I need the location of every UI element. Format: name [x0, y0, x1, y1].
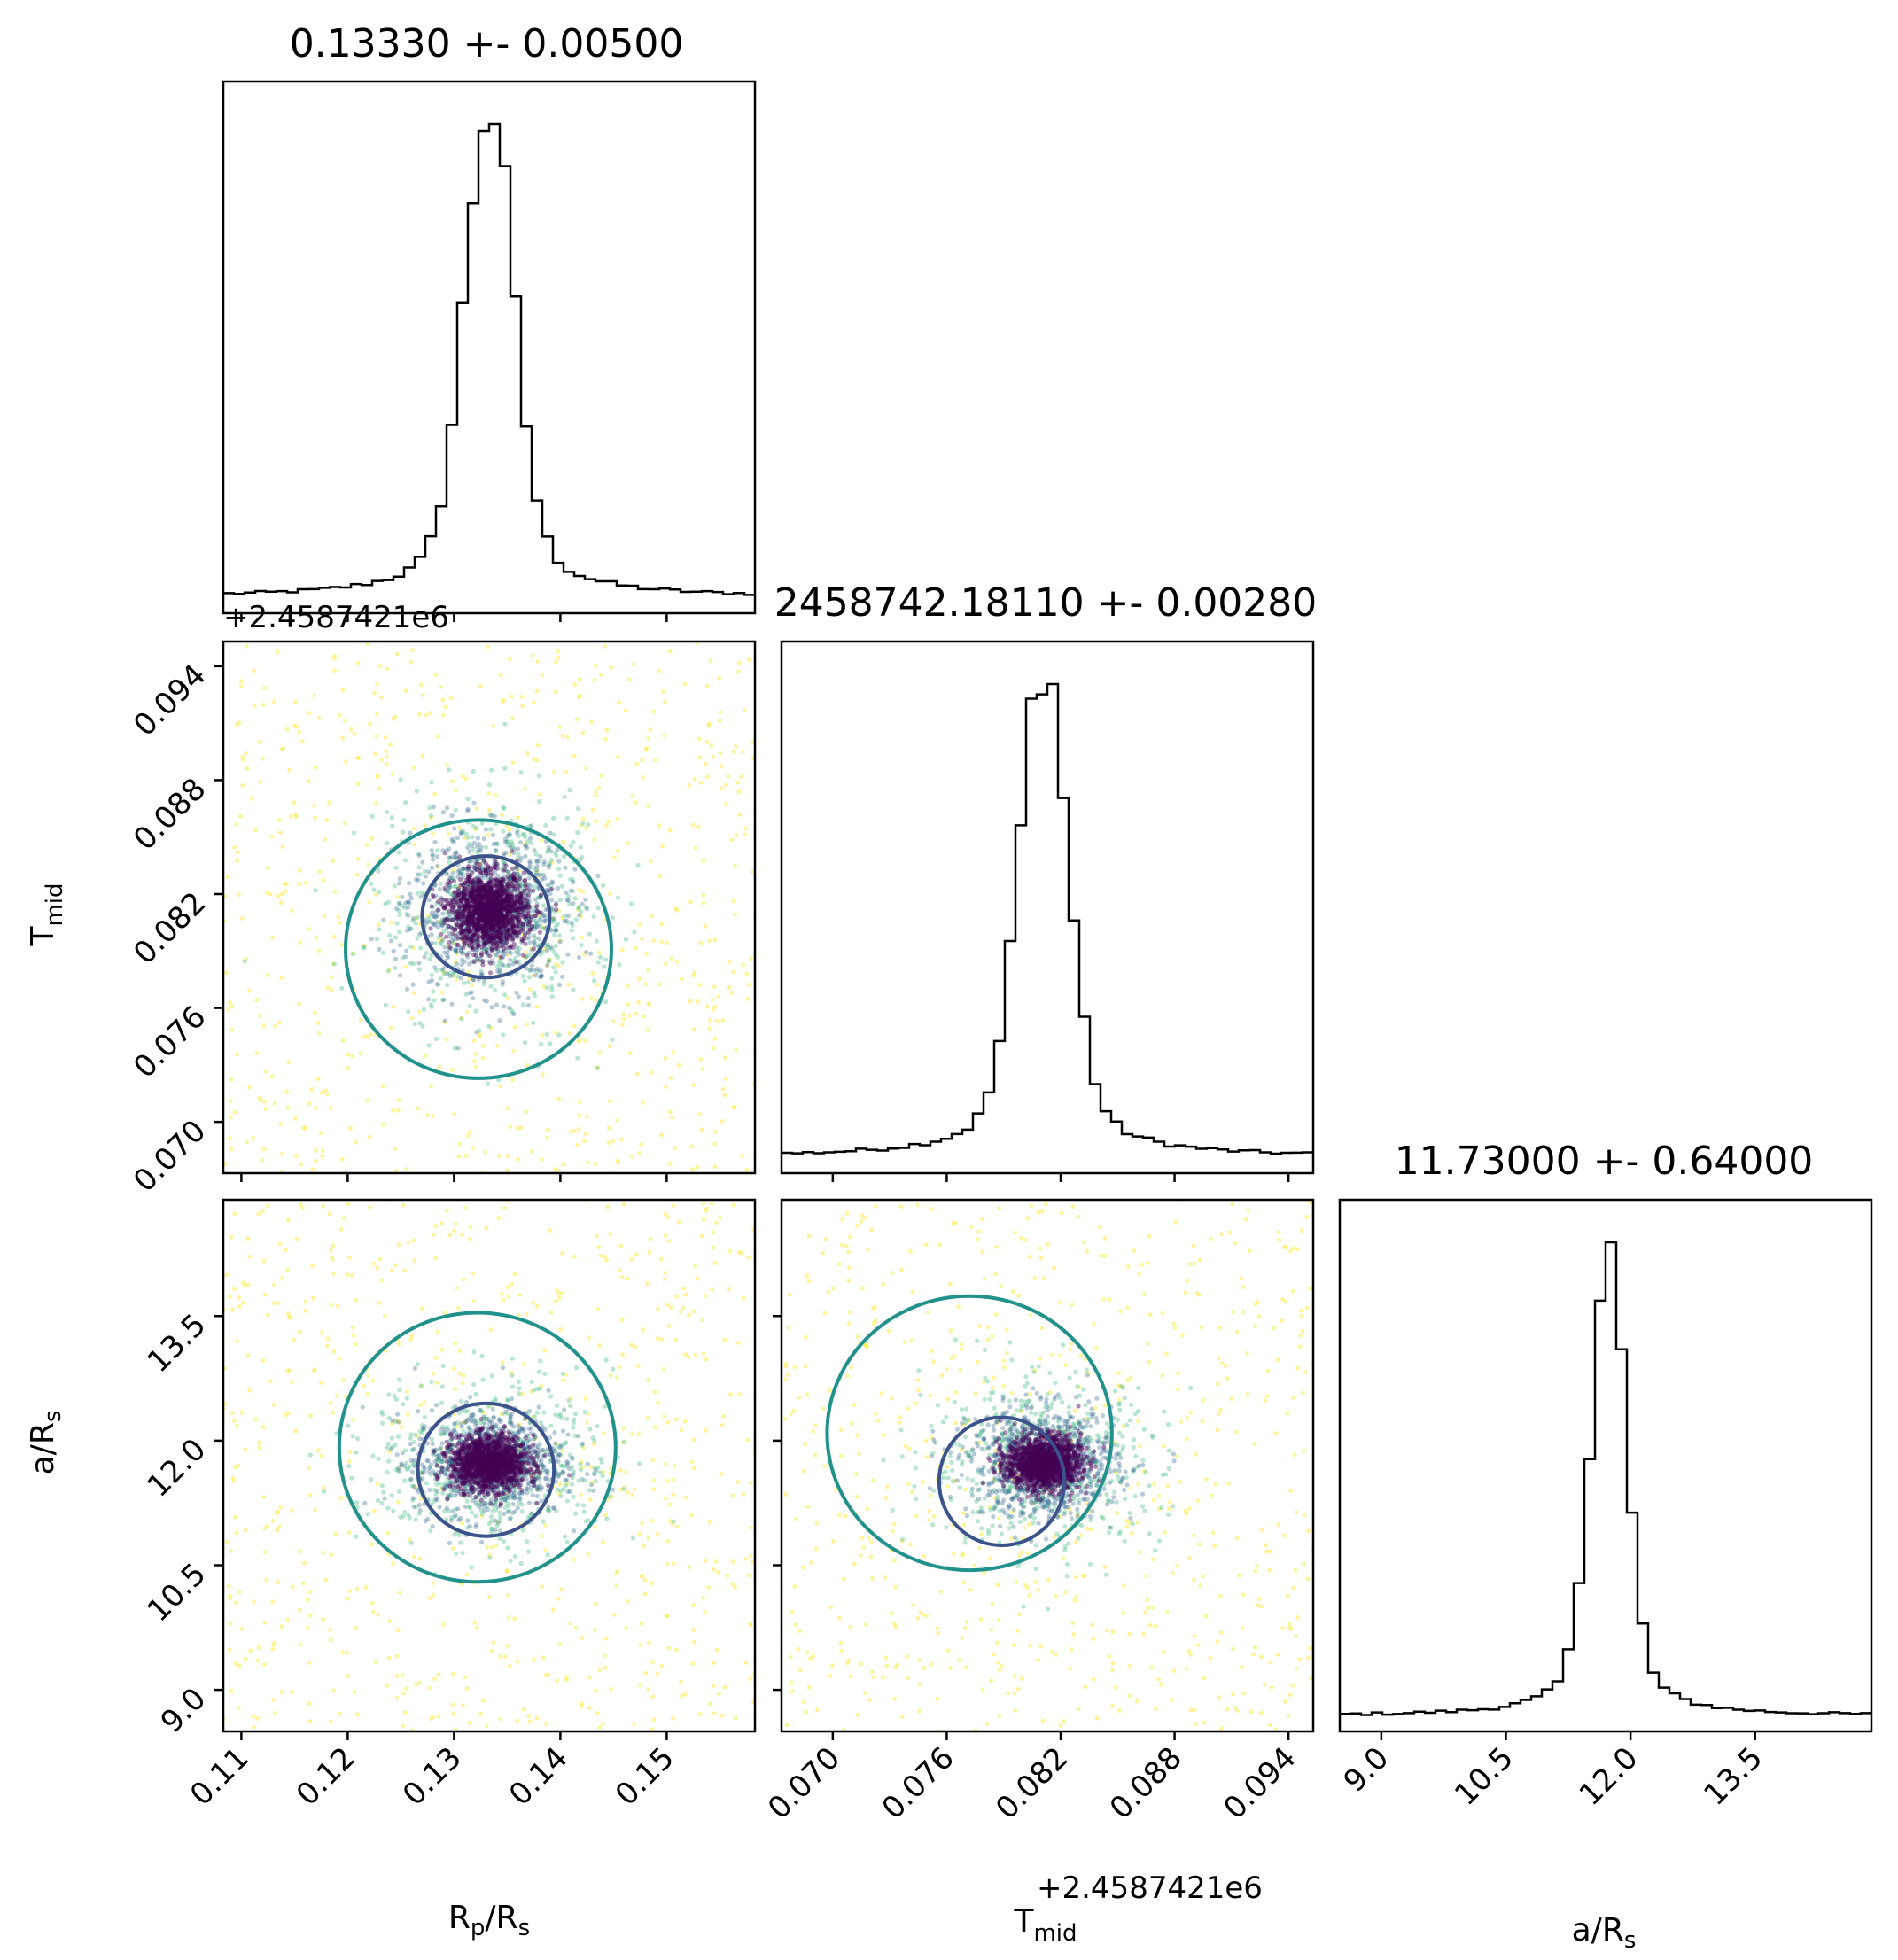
- y-tick-label-tmid: 0.076: [127, 999, 213, 1085]
- ylabel-tmid: Tmid: [25, 883, 68, 946]
- y-tick-label-tmid: 0.094: [127, 657, 213, 743]
- scatter-panel-rp_ars: 0.11 0.12 0.13 0.14 0.15 9.0 10.5 12.0 13.5: [141, 1198, 757, 1813]
- x-tick-label-tmid: 0.070: [761, 1740, 847, 1826]
- contour-inner-tmid_ars: [937, 1415, 1067, 1547]
- xlabel-rp: Rp/Rs: [448, 1900, 530, 1941]
- x-tick-label-rp: 0.15: [609, 1740, 681, 1813]
- hist-panel-tmid: [780, 640, 1315, 1182]
- y-tick-label-ars: 12.0: [141, 1432, 214, 1505]
- xlabel-ars: a/Rs: [1572, 1912, 1637, 1954]
- title-ars: 11.73000 +- 0.64000: [1395, 1139, 1814, 1184]
- contour-inner-rp_ars: [416, 1401, 556, 1538]
- x-tick-label-rp: 0.14: [502, 1740, 575, 1813]
- title-rp: 0.13330 +- 0.00500: [290, 21, 684, 66]
- scatter-points-rp_ars: [223, 1200, 755, 1731]
- contour-outer-rp_tmid: [344, 818, 613, 1080]
- x-tick-label-ars: 9.0: [1337, 1740, 1396, 1800]
- y-tick-label-tmid: 0.070: [127, 1113, 213, 1199]
- offset-text-rp-tmid: +2.4587421e6: [223, 600, 449, 635]
- xlabel-tmid: Tmid: [1013, 1903, 1077, 1947]
- axes-frame-tmid_ars: [780, 1198, 1315, 1733]
- hist-panel-rp: [222, 80, 757, 622]
- offset-text-tmid-xaxis: +2.4587421e6: [1037, 1871, 1263, 1906]
- histogram-rp: [223, 122, 755, 596]
- scatter-points-tmid_ars: [782, 1200, 1313, 1731]
- scatter-panel-rp_tmid: 0.070 0.076 0.082 0.088 0.094: [127, 640, 757, 1199]
- x-tick-label-rp: 0.13: [396, 1740, 469, 1813]
- x-tick-label-tmid: 0.082: [989, 1740, 1075, 1826]
- y-tick-label-tmid: 0.088: [127, 772, 213, 858]
- hist-panel-ars: 9.0 10.5 12.0 13.5: [1337, 1198, 1873, 1813]
- axes-frame-hist-rp: [222, 80, 757, 615]
- x-tick-label-ars: 10.5: [1448, 1740, 1521, 1813]
- contour-outer-tmid_ars: [825, 1294, 1114, 1573]
- x-tick-label-rp: 0.11: [183, 1740, 256, 1813]
- histogram-tmid: [782, 682, 1313, 1155]
- axes-frame-hist-ars: [1338, 1198, 1873, 1733]
- scatter-points-rp_tmid: [223, 642, 755, 1173]
- axes-frame-hist-tmid: [780, 640, 1315, 1175]
- scatter-panel-tmid_ars: 0.070 0.076 0.082 0.088 0.094: [761, 1198, 1315, 1826]
- ylabel-ars: a/Rs: [25, 1411, 66, 1475]
- y-tick-label-tmid: 0.082: [127, 885, 213, 971]
- axes-frame-rp_tmid: [222, 640, 757, 1175]
- contour-outer-rp_ars: [337, 1311, 618, 1584]
- axes-frame-rp_ars: [222, 1198, 757, 1733]
- x-tick-label-tmid: 0.088: [1103, 1740, 1189, 1826]
- x-tick-label-tmid: 0.094: [1217, 1740, 1303, 1826]
- y-tick-label-ars: 13.5: [141, 1307, 214, 1380]
- histogram-ars: [1340, 1241, 1871, 1716]
- y-tick-label-ars: 9.0: [154, 1681, 214, 1740]
- x-tick-label-tmid: 0.076: [875, 1740, 961, 1826]
- x-tick-label-ars: 12.0: [1573, 1740, 1645, 1813]
- y-tick-label-ars: 10.5: [141, 1557, 214, 1629]
- x-tick-label-ars: 13.5: [1697, 1740, 1770, 1813]
- title-tmid: 2458742.18110 +- 0.00280: [774, 580, 1318, 626]
- x-tick-label-rp: 0.12: [290, 1740, 362, 1813]
- contour-inner-rp_tmid: [420, 854, 552, 980]
